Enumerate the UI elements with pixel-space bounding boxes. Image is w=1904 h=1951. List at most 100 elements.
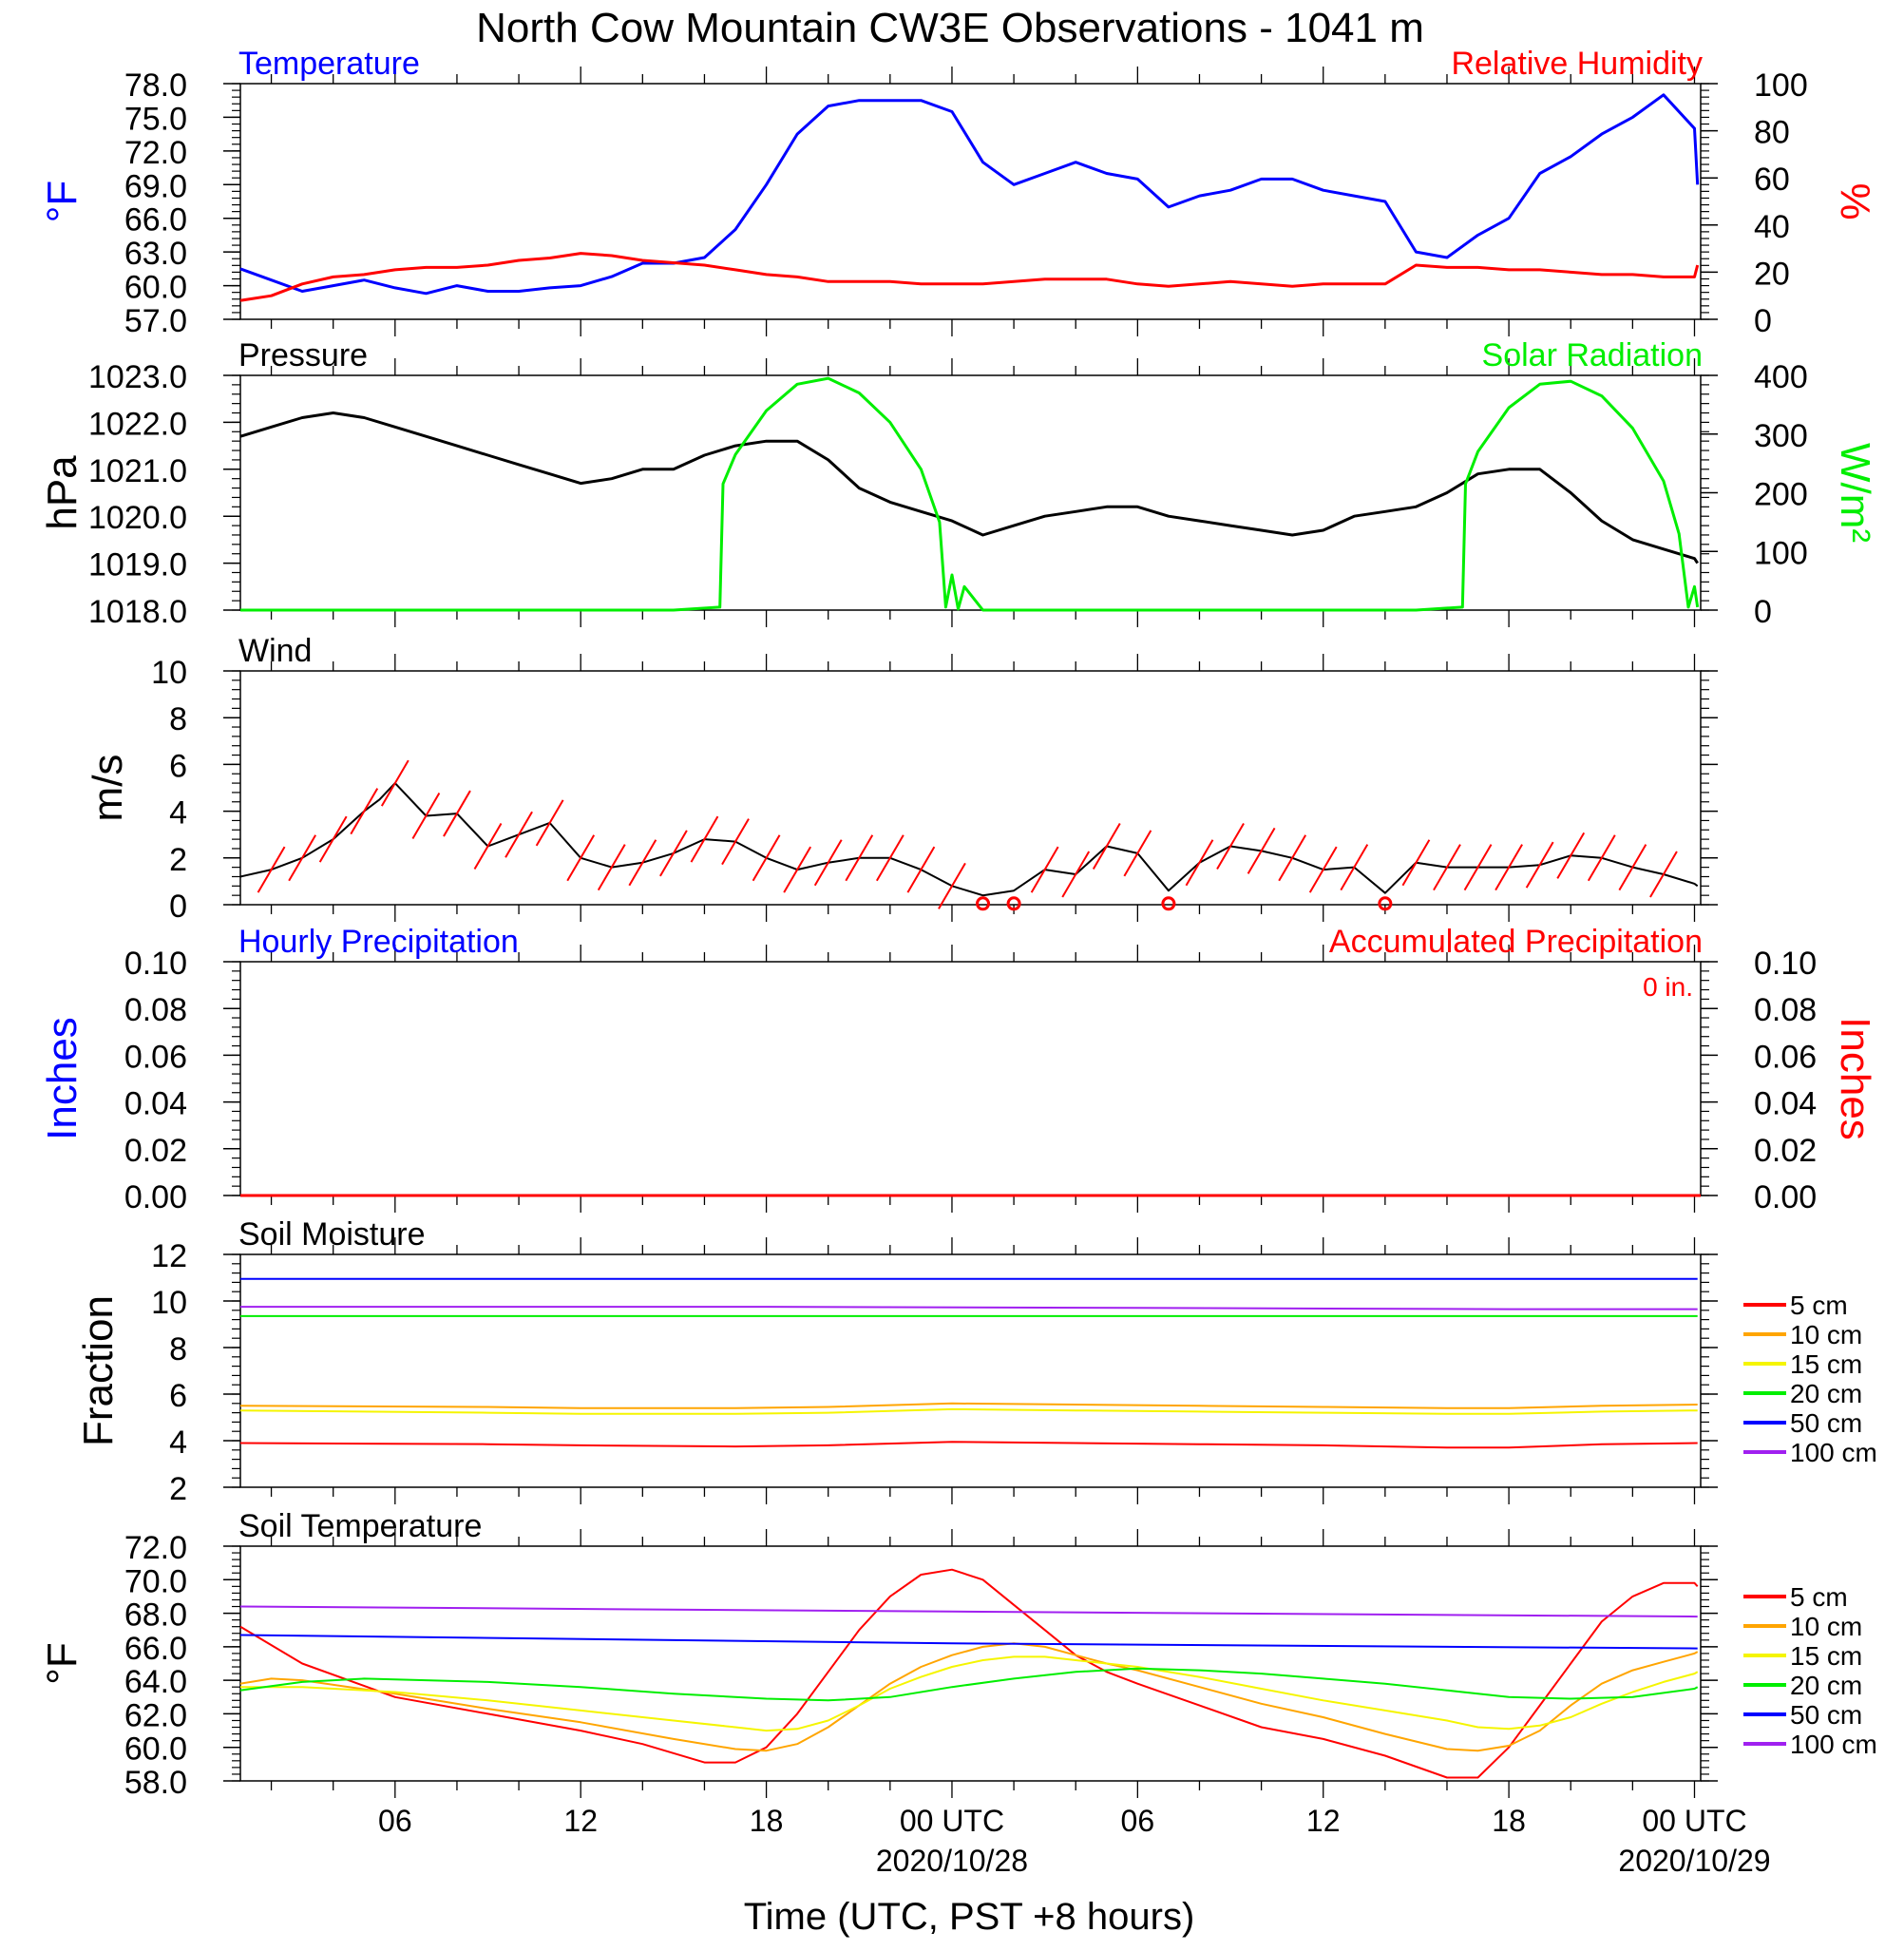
x-tick-date: 2020/10/28 [876,1844,1028,1878]
panel-frame [239,961,1702,1196]
y2-tick-label: 0.00 [1754,1179,1817,1215]
wind-barbs [257,759,1678,911]
y-tick-label: 8 [169,1331,187,1368]
series-soil_moisture-5 [240,1306,1698,1310]
legend-label: 15 cm [1790,1641,1862,1671]
wind-barb [535,799,564,847]
legend-label: 100 cm [1790,1438,1877,1467]
y-tick-label: 10 [151,1285,187,1321]
panel-frame [239,83,1702,320]
y-tick-label: 6 [169,1378,187,1414]
y2-tick-label: 0 [1754,303,1772,339]
y2-tick-label: 400 [1754,359,1808,395]
legend-label: 10 cm [1790,1320,1862,1349]
series-soil_moisture-0 [239,1441,1698,1449]
series-soil_moisture-1 [239,1402,1698,1409]
wind-barb [473,822,503,870]
wind-barb [1618,844,1647,891]
y-tick-label: 1023.0 [88,359,187,395]
y-axis-unit-left: Inches [39,1017,86,1140]
y-axis-unit-right: W/m² [1832,443,1878,543]
panel-wind: 0 2 4 6 8 10 Wind m/s [85,633,1718,925]
wind-barb [752,834,781,882]
y2-tick-label: 60 [1754,162,1790,198]
panel-left-title: Pressure [238,337,368,373]
wind-barb [875,834,904,882]
y-tick-label: 0.08 [124,992,187,1028]
y-tick-label: 66.0 [124,202,187,239]
y-tick-label: 69.0 [124,168,187,204]
wind-barb [411,793,441,840]
y-tick-label: 72.0 [124,1530,187,1566]
y-tick-label: 2 [169,1471,187,1507]
x-axis: 06 12 18 00 UTC 2020/10/28 06 12 18 00 UTC 2020/1… [378,1804,1771,1878]
wind-barb [566,834,596,882]
y-tick-label: 1018.0 [88,594,187,630]
series-pressure-1 [240,376,1700,612]
series-temperature-1 [239,252,1700,302]
wind-barb [1401,839,1431,887]
calm-wind-marker [1161,896,1176,911]
wind-barb [1247,827,1276,874]
y-tick-label: 8 [169,701,187,737]
y-tick-label: 78.0 [124,67,187,104]
series-soil_moisture-2 [239,1407,1698,1415]
calm-wind-marker [1378,896,1393,911]
y2-tick-label: 80 [1754,115,1790,151]
calm-wind-marker [1006,896,1021,911]
y-axis-unit-left: °F [39,1642,86,1684]
x-tick-label: 00 UTC [900,1804,1004,1838]
y-tick-label: 12 [151,1238,187,1274]
y2-tick-label: 40 [1754,209,1790,245]
wind-barb [1308,846,1338,893]
y2-tick-label: 200 [1754,477,1808,513]
wind-barb [1433,844,1461,891]
series-soil_temperature-2 [240,1655,1699,1732]
y-tick-label: 63.0 [124,236,187,272]
y-tick-label: 1021.0 [88,453,187,489]
series-pressure-0 [239,411,1699,564]
y2-tick-label: 100 [1754,67,1808,104]
panel-right-title: Accumulated Precipitation [1329,924,1703,960]
wind-barb [1216,822,1245,870]
y-tick-label: 62.0 [124,1697,187,1733]
wind-barb [443,790,471,837]
y2-tick-label: 0.08 [1754,992,1817,1028]
y-tick-label: 1022.0 [88,406,187,442]
wind-barb [1030,846,1059,893]
y2-tick-label: 0.02 [1754,1133,1817,1169]
panel-left-title: Soil Moisture [238,1216,426,1253]
wind-barb [1587,834,1616,882]
y-tick-label: 4 [169,1425,187,1461]
y-tick-label: 64.0 [124,1664,187,1700]
x-axis-label: Time (UTC, PST +8 hours) [744,1896,1195,1938]
panel-frame [239,1253,1702,1488]
y-tick-label: 6 [169,748,187,784]
y-tick-label: 66.0 [124,1631,187,1667]
y-tick-label: 1019.0 [88,547,187,583]
y2-tick-label: 0.06 [1754,1039,1817,1075]
wind-barb [1278,834,1307,882]
series-temperature-0 [239,93,1700,296]
legend-label: 20 cm [1790,1379,1862,1408]
y-tick-label: 58.0 [124,1765,187,1801]
series-soil_temperature-4 [239,1634,1698,1650]
wind-barb [257,846,286,893]
legend-label: 100 cm [1790,1730,1877,1759]
x-tick-label: 00 UTC [1642,1804,1746,1838]
y-axis-unit-left: hPa [39,455,86,530]
y-tick-label: 68.0 [124,1597,187,1634]
chart-title: North Cow Mountain CW3E Observations - 1… [476,5,1424,51]
y-tick-label: 10 [151,655,187,691]
y-tick-label: 75.0 [124,101,187,137]
panel-left-title: Hourly Precipitation [238,924,519,960]
y-tick-label: 0.10 [124,946,187,982]
panel-right-title: Solar Radiation [1482,337,1703,373]
wind-barb [1340,844,1369,891]
wind-barb [783,846,812,893]
y-axis-unit-right: % [1832,182,1878,220]
wind-barb [318,815,348,863]
wind-barb [659,830,688,877]
legend-label: 5 cm [1790,1582,1848,1612]
